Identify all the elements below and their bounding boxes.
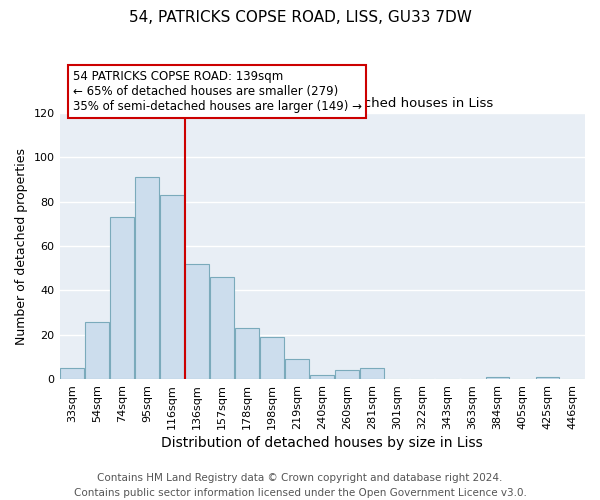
Bar: [536, 377, 559, 379]
Bar: [485, 377, 509, 379]
Bar: [60, 368, 84, 379]
Bar: [361, 368, 384, 379]
Bar: [160, 195, 184, 379]
Bar: [286, 359, 309, 379]
Bar: [310, 375, 334, 379]
X-axis label: Distribution of detached houses by size in Liss: Distribution of detached houses by size …: [161, 436, 483, 450]
Text: 54, PATRICKS COPSE ROAD, LISS, GU33 7DW: 54, PATRICKS COPSE ROAD, LISS, GU33 7DW: [128, 10, 472, 25]
Bar: [110, 218, 134, 379]
Bar: [335, 370, 359, 379]
Bar: [235, 328, 259, 379]
Bar: [260, 337, 284, 379]
Text: Contains HM Land Registry data © Crown copyright and database right 2024.
Contai: Contains HM Land Registry data © Crown c…: [74, 472, 526, 498]
Bar: [135, 178, 159, 379]
Text: 54 PATRICKS COPSE ROAD: 139sqm
← 65% of detached houses are smaller (279)
35% of: 54 PATRICKS COPSE ROAD: 139sqm ← 65% of …: [73, 70, 362, 113]
Y-axis label: Number of detached properties: Number of detached properties: [15, 148, 28, 344]
Title: Size of property relative to detached houses in Liss: Size of property relative to detached ho…: [151, 98, 493, 110]
Bar: [185, 264, 209, 379]
Bar: [85, 322, 109, 379]
Bar: [210, 277, 234, 379]
